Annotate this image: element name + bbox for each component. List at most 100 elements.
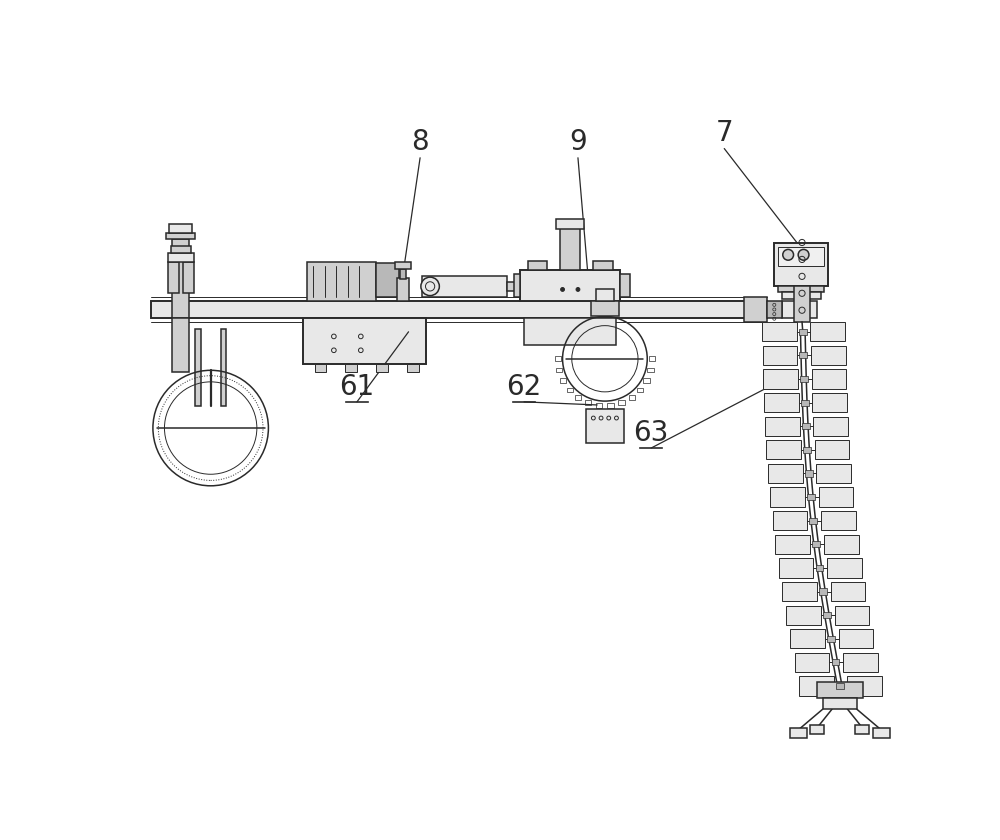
Polygon shape [773, 511, 807, 530]
Polygon shape [823, 612, 831, 618]
Polygon shape [847, 676, 882, 696]
Polygon shape [775, 535, 810, 554]
Polygon shape [168, 253, 194, 262]
Text: 9: 9 [569, 129, 587, 156]
Polygon shape [832, 659, 839, 665]
Polygon shape [765, 417, 800, 436]
Polygon shape [195, 329, 201, 407]
Polygon shape [831, 582, 865, 601]
Polygon shape [782, 301, 817, 318]
Polygon shape [795, 653, 829, 672]
Polygon shape [810, 323, 845, 341]
Polygon shape [782, 291, 821, 299]
Polygon shape [778, 247, 824, 266]
Polygon shape [839, 629, 873, 648]
Polygon shape [422, 276, 507, 297]
Circle shape [783, 249, 794, 260]
Polygon shape [315, 364, 326, 372]
Circle shape [798, 249, 809, 260]
Polygon shape [800, 376, 808, 382]
Polygon shape [172, 239, 189, 318]
Polygon shape [812, 393, 847, 412]
Polygon shape [819, 589, 827, 595]
Polygon shape [794, 286, 810, 322]
Text: 62: 62 [506, 373, 542, 401]
Polygon shape [591, 301, 619, 317]
Polygon shape [770, 487, 805, 507]
Polygon shape [586, 409, 624, 444]
Polygon shape [816, 464, 851, 483]
Polygon shape [768, 464, 803, 483]
Polygon shape [786, 606, 821, 625]
Polygon shape [524, 318, 616, 345]
Polygon shape [764, 393, 799, 412]
Polygon shape [843, 653, 878, 672]
Polygon shape [799, 328, 807, 335]
Polygon shape [397, 278, 409, 301]
Polygon shape [556, 218, 584, 229]
Polygon shape [807, 494, 815, 500]
Polygon shape [774, 244, 828, 286]
Polygon shape [766, 440, 801, 459]
Polygon shape [790, 727, 807, 738]
Polygon shape [168, 262, 179, 293]
Text: 63: 63 [633, 419, 669, 447]
Polygon shape [407, 364, 419, 372]
Polygon shape [172, 318, 189, 372]
Polygon shape [767, 301, 782, 318]
Polygon shape [812, 370, 846, 389]
Polygon shape [376, 263, 399, 297]
Polygon shape [816, 564, 823, 571]
Polygon shape [836, 683, 844, 689]
Polygon shape [823, 697, 857, 709]
Polygon shape [810, 724, 824, 734]
Polygon shape [507, 281, 523, 291]
Polygon shape [307, 262, 376, 301]
Polygon shape [821, 511, 856, 530]
Circle shape [421, 277, 439, 296]
Polygon shape [827, 636, 835, 642]
Polygon shape [778, 286, 824, 291]
Polygon shape [824, 535, 859, 554]
Polygon shape [560, 228, 580, 270]
Polygon shape [817, 682, 863, 697]
Polygon shape [801, 400, 809, 406]
Polygon shape [593, 261, 613, 270]
Polygon shape [790, 629, 825, 648]
Polygon shape [514, 274, 520, 297]
Polygon shape [528, 261, 547, 270]
Polygon shape [762, 323, 797, 341]
Polygon shape [855, 724, 869, 734]
Polygon shape [799, 352, 807, 359]
Polygon shape [171, 245, 191, 253]
Polygon shape [835, 606, 869, 625]
Polygon shape [303, 318, 426, 364]
Polygon shape [812, 541, 820, 548]
Polygon shape [400, 269, 406, 280]
Polygon shape [151, 301, 767, 318]
Polygon shape [827, 559, 862, 578]
Polygon shape [520, 270, 620, 301]
Polygon shape [183, 262, 194, 293]
Polygon shape [782, 582, 817, 601]
Polygon shape [596, 290, 614, 301]
Polygon shape [815, 440, 849, 459]
Polygon shape [620, 274, 630, 297]
Polygon shape [395, 262, 411, 269]
Polygon shape [811, 346, 846, 365]
Text: 7: 7 [715, 119, 733, 147]
Polygon shape [813, 417, 848, 436]
Text: 61: 61 [339, 373, 375, 401]
Polygon shape [799, 676, 834, 696]
Polygon shape [803, 447, 811, 453]
Polygon shape [376, 364, 388, 372]
Polygon shape [802, 423, 810, 429]
Polygon shape [779, 559, 813, 578]
Polygon shape [523, 283, 529, 290]
Polygon shape [169, 224, 192, 234]
Polygon shape [809, 517, 817, 524]
Circle shape [561, 287, 564, 291]
Polygon shape [873, 727, 890, 738]
Polygon shape [744, 297, 767, 322]
Circle shape [576, 287, 580, 291]
